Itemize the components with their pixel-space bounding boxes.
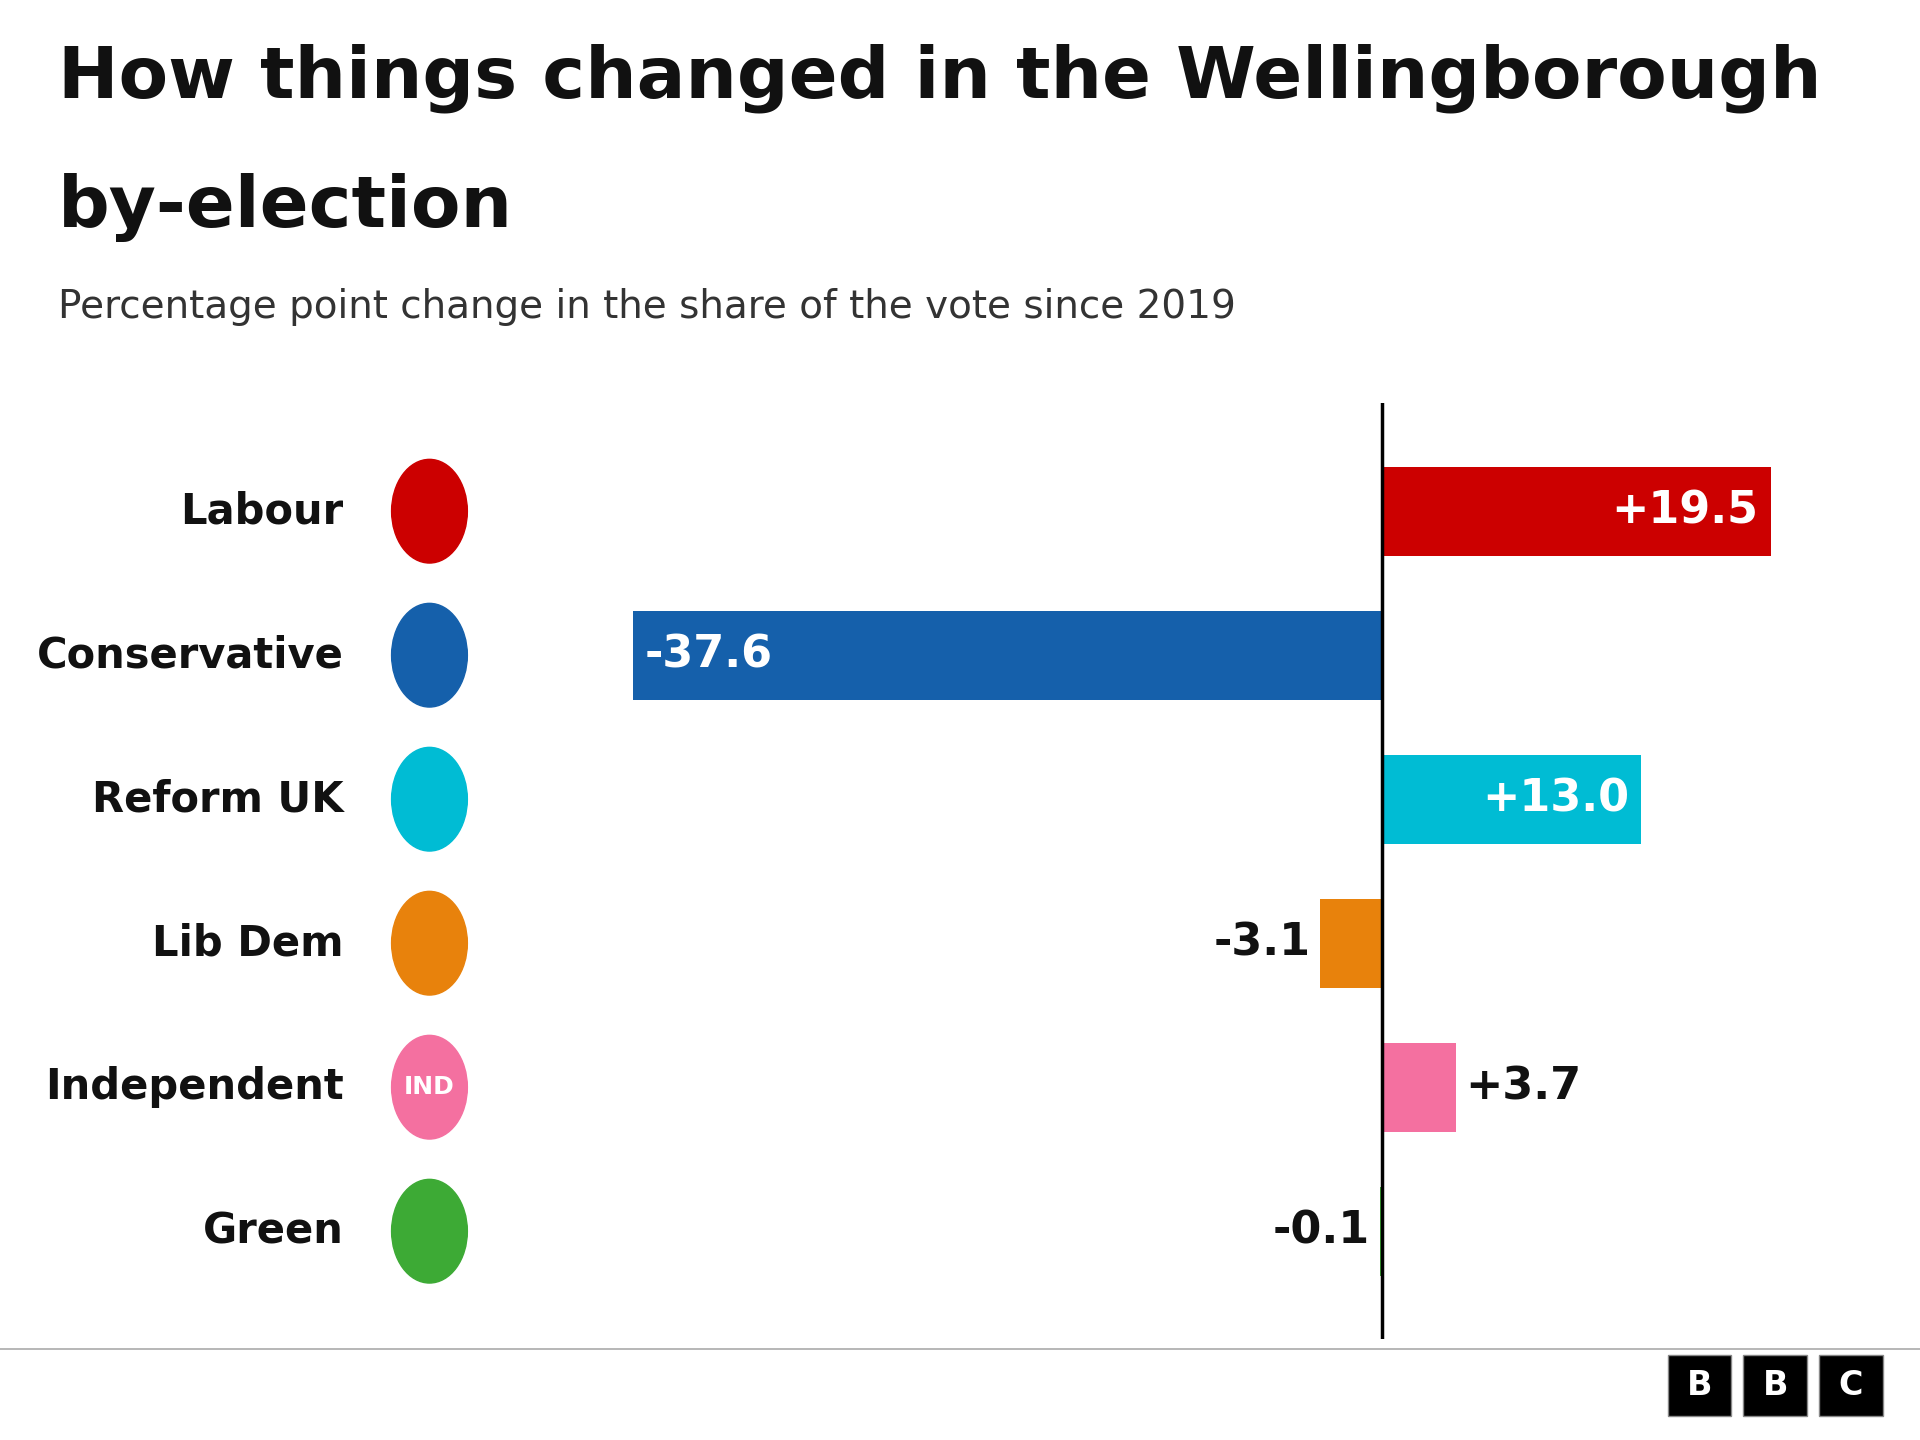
Bar: [1382, 467, 1770, 556]
Text: Reform UK: Reform UK: [92, 778, 344, 821]
Ellipse shape: [392, 1179, 467, 1283]
Ellipse shape: [392, 459, 467, 563]
Bar: [1380, 1187, 1382, 1276]
Text: How things changed in the Wellingborough: How things changed in the Wellingborough: [58, 43, 1820, 112]
FancyBboxPatch shape: [1820, 1355, 1884, 1416]
Text: by-election: by-election: [58, 173, 513, 242]
Text: -37.6: -37.6: [645, 634, 774, 677]
Ellipse shape: [392, 747, 467, 851]
Bar: [1382, 755, 1642, 844]
Text: Labour: Labour: [180, 490, 344, 533]
Text: +13.0: +13.0: [1482, 778, 1628, 821]
Text: Percentage point change in the share of the vote since 2019: Percentage point change in the share of …: [58, 288, 1235, 325]
Text: Green: Green: [204, 1210, 344, 1253]
Text: -3.1: -3.1: [1213, 922, 1309, 965]
Text: Independent: Independent: [44, 1066, 344, 1109]
FancyBboxPatch shape: [1668, 1355, 1732, 1416]
Text: +19.5: +19.5: [1611, 490, 1759, 533]
Ellipse shape: [392, 1035, 467, 1139]
Text: B: B: [1686, 1369, 1713, 1401]
Text: C: C: [1839, 1369, 1864, 1401]
Bar: [1321, 899, 1382, 988]
Bar: [1382, 1043, 1455, 1132]
Bar: [634, 611, 1382, 700]
Text: Conservative: Conservative: [36, 634, 344, 677]
Ellipse shape: [392, 891, 467, 995]
Ellipse shape: [392, 603, 467, 707]
Text: -0.1: -0.1: [1273, 1210, 1371, 1253]
FancyBboxPatch shape: [1743, 1355, 1807, 1416]
Text: B: B: [1763, 1369, 1788, 1401]
Text: IND: IND: [403, 1076, 455, 1099]
Text: +3.7: +3.7: [1465, 1066, 1582, 1109]
Text: Lib Dem: Lib Dem: [152, 922, 344, 965]
